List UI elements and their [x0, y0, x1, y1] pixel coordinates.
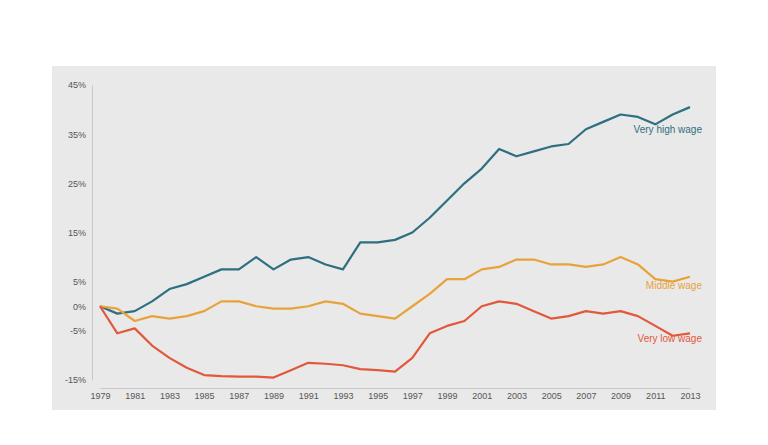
x-tick: 2005 — [542, 388, 562, 401]
x-tick-label: 1995 — [368, 391, 388, 401]
series-label: Very high wage — [634, 124, 703, 135]
y-tick-label: 25% — [68, 179, 86, 189]
series-line — [100, 257, 690, 321]
x-tick-label: 1981 — [125, 391, 145, 401]
x-tick-label: 1993 — [333, 391, 353, 401]
y-axis-line — [92, 86, 93, 381]
x-tick-label: 1999 — [438, 391, 458, 401]
y-tick: 25% — [68, 179, 92, 189]
chart: -15%-5%0%5%15%25%35%45%19791981198319851… — [0, 0, 768, 445]
y-tick-label: 0% — [73, 302, 86, 312]
x-tick: 2001 — [472, 388, 492, 401]
x-tick: 1985 — [195, 388, 215, 401]
x-tick: 1999 — [438, 388, 458, 401]
x-tick: 1987 — [229, 388, 249, 401]
y-axis: -15% -5% 0% 5% 15% 25% 35% 45% — [65, 80, 93, 385]
x-tick: 2013 — [680, 388, 700, 401]
x-tick: 1993 — [333, 388, 353, 401]
x-tick: 2003 — [507, 388, 527, 401]
y-tick-label: -5% — [70, 326, 86, 336]
panel-background — [52, 66, 716, 410]
y-tick: 5% — [73, 277, 92, 287]
x-tick: 1981 — [125, 388, 145, 401]
y-tick: 15% — [68, 228, 92, 238]
x-tick-label: 2007 — [576, 391, 596, 401]
x-tick-label: 1979 — [90, 391, 110, 401]
x-tick-label: 1991 — [299, 391, 319, 401]
x-tick-label: 1985 — [195, 391, 215, 401]
x-tick-label: 1983 — [160, 391, 180, 401]
x-tick: 1983 — [160, 388, 180, 401]
y-tick: 0% — [73, 302, 92, 312]
y-tick-label: 5% — [73, 277, 86, 287]
x-tick-label: 2005 — [542, 391, 562, 401]
x-tick-label: 2001 — [472, 391, 492, 401]
x-axis-line — [101, 388, 691, 389]
series-label: Middle wage — [646, 280, 703, 291]
x-tick-label: 2013 — [680, 391, 700, 401]
x-tick: 1979 — [90, 388, 110, 401]
x-tick: 1991 — [299, 388, 319, 401]
x-tick-label: 1987 — [229, 391, 249, 401]
plot-area — [100, 107, 690, 377]
x-axis: 1979 1981 1983 1985 1987 1989 1991 1993 1995 1997… — [90, 388, 700, 401]
y-tick: -5% — [70, 326, 92, 336]
series-line — [100, 107, 690, 314]
x-tick: 1989 — [264, 388, 284, 401]
x-tick: 1995 — [368, 388, 388, 401]
y-tick: -15% — [65, 375, 92, 385]
x-tick-label: 2011 — [646, 391, 665, 401]
y-tick: 45% — [68, 80, 92, 90]
series-line — [100, 301, 690, 377]
x-tick: 2009 — [611, 388, 631, 401]
y-tick-label: 35% — [68, 130, 86, 140]
x-tick-label: 2009 — [611, 391, 631, 401]
x-tick-label: 1989 — [264, 391, 284, 401]
x-tick-label: 2003 — [507, 391, 527, 401]
y-tick-label: 45% — [68, 80, 86, 90]
x-tick-label: 1997 — [403, 391, 423, 401]
y-tick: 35% — [68, 130, 92, 140]
x-tick: 2007 — [576, 388, 596, 401]
y-tick-label: -15% — [65, 375, 86, 385]
series-label: Very low wage — [638, 333, 703, 344]
x-tick: 1997 — [403, 388, 423, 401]
x-tick: 2011 — [646, 388, 665, 401]
y-tick-label: 15% — [68, 228, 86, 238]
